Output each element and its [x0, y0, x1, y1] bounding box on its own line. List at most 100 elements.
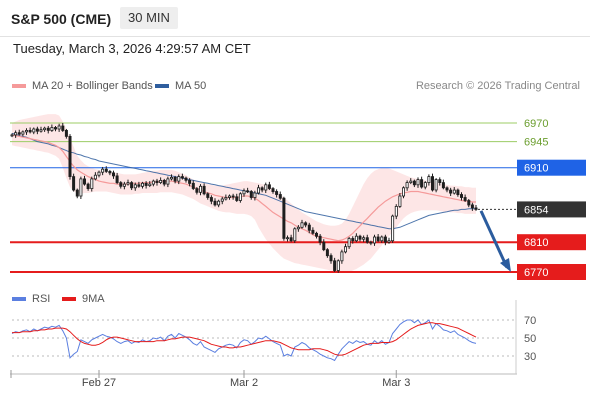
- forecast-arrow-shaft: [479, 210, 509, 269]
- level-tag-6854: [517, 201, 586, 218]
- x-tick-label: Mar 3: [382, 377, 410, 389]
- candle: [148, 183, 152, 187]
- candle: [35, 128, 39, 132]
- candle: [449, 189, 453, 194]
- candle: [166, 178, 170, 185]
- candle: [246, 190, 250, 193]
- legend-ma50: MA 50: [155, 80, 206, 92]
- level-tag-6770: [517, 264, 586, 280]
- candle: [50, 127, 54, 131]
- candle: [430, 176, 434, 191]
- candle: [159, 179, 163, 183]
- chart-header: S&P 500 (CME) 30 MIN: [0, 0, 590, 36]
- candle: [14, 132, 18, 136]
- candle: [217, 200, 221, 206]
- candle: [235, 196, 239, 201]
- candle: [452, 189, 456, 194]
- candle: [391, 215, 395, 242]
- candle: [54, 127, 58, 130]
- candle: [213, 200, 217, 206]
- candle: [17, 132, 21, 135]
- candle: [119, 182, 123, 187]
- candle: [249, 191, 253, 198]
- candle: [354, 235, 358, 242]
- candle: [97, 171, 101, 176]
- candle: [311, 229, 315, 234]
- candle: [275, 191, 279, 195]
- candle: [209, 197, 213, 202]
- rsi-ma-label: 9MA: [82, 293, 105, 305]
- candle: [285, 237, 289, 240]
- candle: [137, 184, 141, 187]
- level-label-6910: 6910: [524, 163, 548, 175]
- candle: [271, 188, 275, 193]
- candle: [322, 241, 326, 251]
- candle: [188, 179, 192, 184]
- timestamp: Tuesday, March 3, 2026 4:29:57 AM CET: [13, 41, 251, 56]
- candle: [122, 183, 126, 187]
- candle: [24, 129, 28, 133]
- candle: [456, 189, 460, 196]
- candle: [112, 172, 116, 177]
- candle: [224, 197, 228, 200]
- candle: [195, 188, 199, 193]
- candle: [416, 179, 420, 186]
- candle: [358, 235, 362, 240]
- candle: [365, 237, 369, 243]
- candle: [340, 251, 344, 262]
- candle: [412, 180, 416, 186]
- ma50-label: MA 50: [175, 80, 207, 92]
- candle: [46, 127, 50, 131]
- candle: [198, 185, 202, 193]
- candle: [206, 193, 210, 198]
- candle: [343, 246, 347, 253]
- candle: [256, 187, 260, 194]
- level-label-6810: 6810: [524, 237, 548, 249]
- candle: [260, 187, 264, 191]
- candle: [427, 176, 431, 184]
- candle: [43, 127, 47, 131]
- rsi-line: [11, 319, 477, 362]
- candle: [369, 241, 373, 244]
- timeframe-badge[interactable]: 30 MIN: [120, 7, 178, 29]
- candle: [467, 200, 471, 206]
- candle: [423, 182, 427, 188]
- candle: [140, 182, 144, 187]
- legend-rsi: RSI: [12, 293, 50, 305]
- candle: [68, 135, 72, 177]
- candle: [351, 238, 355, 242]
- candle: [104, 168, 108, 172]
- candle: [325, 249, 329, 257]
- candle: [438, 179, 442, 184]
- header-divider: [0, 36, 590, 37]
- candle: [474, 207, 478, 210]
- candle: [162, 179, 166, 185]
- candle: [32, 128, 36, 133]
- x-tick-label: Feb 27: [82, 377, 116, 389]
- candle: [101, 168, 105, 173]
- candle: [126, 182, 130, 185]
- candle: [307, 224, 311, 231]
- candle: [336, 260, 340, 271]
- candle: [202, 185, 206, 195]
- candle: [362, 237, 366, 240]
- candle: [191, 182, 195, 189]
- candle: [293, 228, 297, 242]
- candle: [376, 236, 380, 242]
- candle: [470, 204, 474, 209]
- candle: [264, 184, 268, 191]
- candle: [238, 193, 242, 201]
- level-label-6770: 6770: [524, 267, 548, 279]
- legend-rsi-ma: 9MA: [62, 293, 105, 305]
- ma20-swatch: [12, 84, 26, 89]
- x-tick-label: Mar 2: [230, 377, 258, 389]
- rsi-tick-label: 50: [524, 333, 536, 345]
- copyright: Research © 2026 Trading Central: [415, 80, 580, 92]
- candle: [296, 226, 300, 230]
- candle: [220, 198, 224, 202]
- candle: [133, 184, 137, 189]
- candle: [28, 129, 32, 133]
- candle: [173, 176, 177, 182]
- level-label-6854: 6854: [524, 204, 548, 216]
